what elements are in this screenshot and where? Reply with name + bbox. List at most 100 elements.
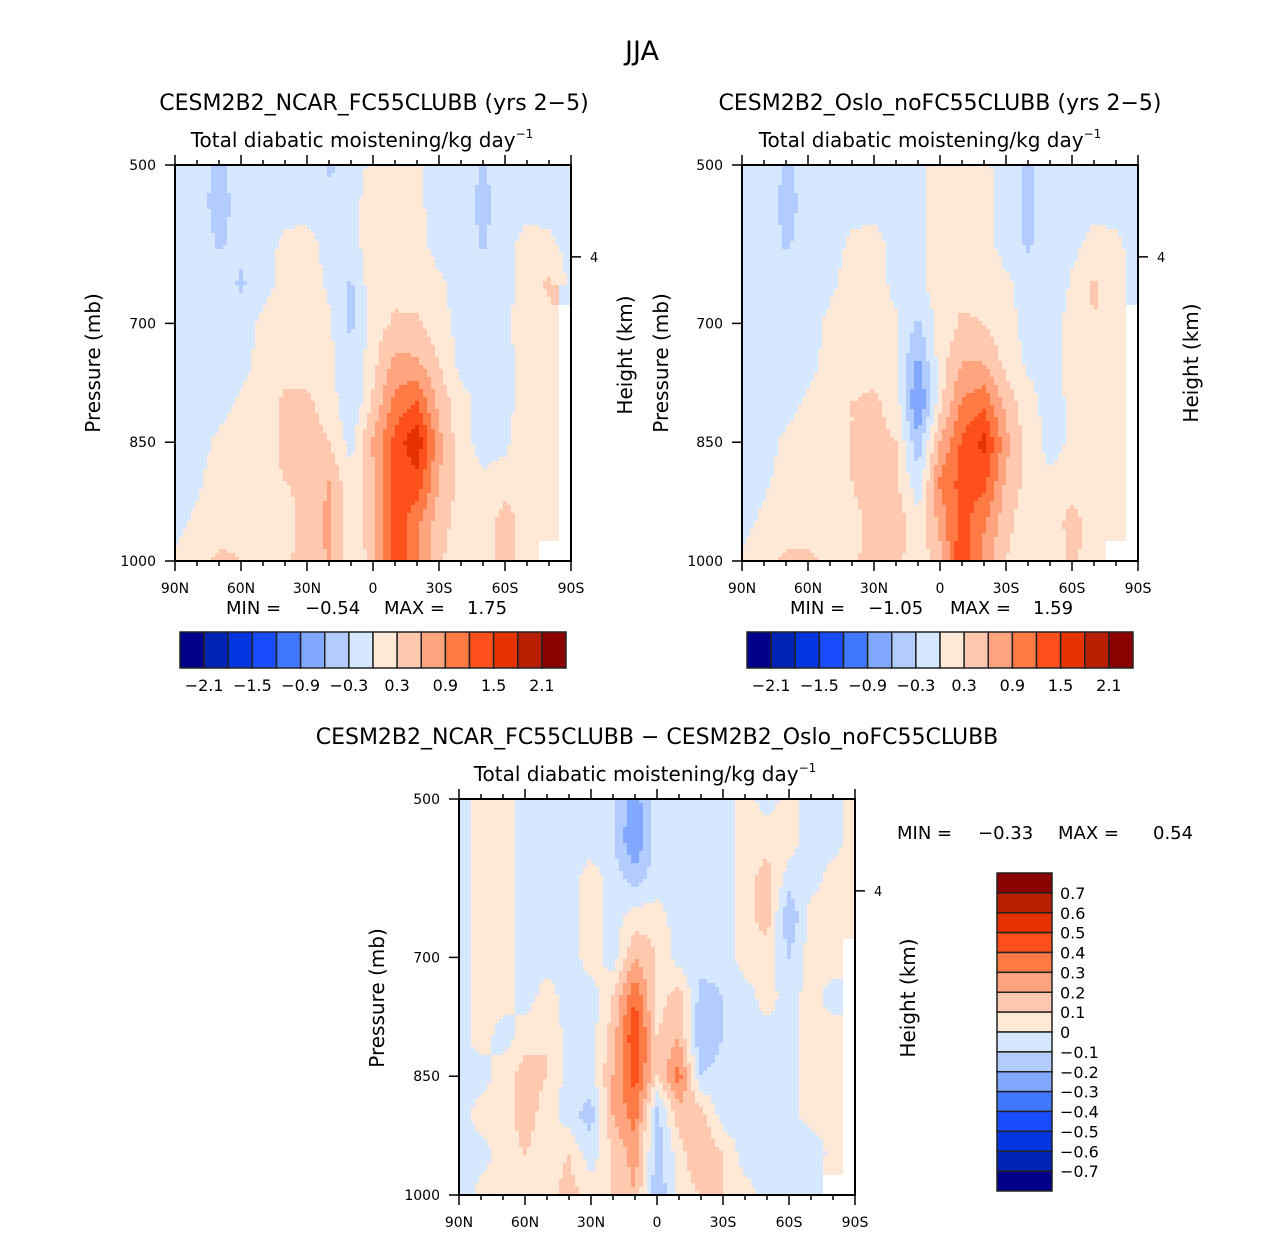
contour-cell [307, 205, 311, 209]
contour-cell [535, 253, 539, 257]
contour-cell [275, 281, 279, 285]
contour-cell [387, 185, 391, 189]
contour-cell [515, 297, 519, 301]
contour-cell [323, 185, 327, 189]
contour-cell [303, 261, 307, 265]
contour-cell [347, 217, 351, 221]
contour-cell [187, 365, 191, 369]
contour-cell [247, 329, 251, 333]
contour-cell [343, 181, 347, 185]
contour-cell [507, 357, 511, 361]
contour-cell [311, 305, 315, 309]
contour-cell [391, 317, 395, 321]
contour-cell [487, 281, 491, 285]
contour-cell [507, 289, 511, 293]
contour-cell [439, 265, 443, 269]
contour-cell [195, 289, 199, 293]
contour-cell [467, 273, 471, 277]
contour-cell [343, 213, 347, 217]
contour-cell [439, 177, 443, 181]
contour-cell [251, 349, 255, 353]
contour-cell [183, 277, 187, 281]
contour-cell [255, 249, 259, 253]
contour-cell [495, 309, 499, 313]
contour-cell [423, 225, 427, 229]
contour-cell [311, 217, 315, 221]
contour-cell [331, 269, 335, 273]
contour-cell [535, 281, 539, 285]
contour-cell [235, 321, 239, 325]
contour-cell [479, 313, 483, 317]
contour-cell [475, 285, 479, 289]
contour-cell [507, 293, 511, 297]
contour-cell [407, 165, 411, 169]
contour-cell [499, 293, 503, 297]
contour-cell [287, 233, 291, 237]
contour-cell [179, 293, 183, 297]
contour-cell [435, 213, 439, 217]
contour-cell [379, 241, 383, 245]
contour-cell [439, 333, 443, 337]
contour-cell [443, 233, 447, 237]
contour-cell [299, 357, 303, 361]
contour-cell [195, 301, 199, 305]
contour-cell [323, 189, 327, 193]
contour-cell [339, 305, 343, 309]
contour-cell [447, 293, 451, 297]
contour-cell [563, 209, 567, 213]
contour-cell [543, 357, 547, 361]
contour-cell [487, 197, 491, 201]
contour-cell [307, 257, 311, 261]
contour-cell [279, 293, 283, 297]
contour-cell [543, 277, 547, 281]
contour-cell [267, 165, 271, 169]
contour-cell [259, 281, 263, 285]
contour-cell [419, 217, 423, 221]
contour-cell [279, 241, 283, 245]
contour-cell [559, 213, 563, 217]
contour-cell [283, 269, 287, 273]
contour-cell [443, 169, 447, 173]
contour-cell [359, 289, 363, 293]
contour-cell [323, 265, 327, 269]
contour-cell [267, 285, 271, 289]
contour-cell [291, 181, 295, 185]
contour-cell [415, 245, 419, 249]
contour-cell [363, 181, 367, 185]
contour-cell [175, 173, 179, 177]
contour-cell [227, 241, 231, 245]
contour-cell [419, 329, 423, 333]
contour-cell [339, 361, 343, 365]
contour-cell [523, 349, 527, 353]
contour-cell [459, 221, 463, 225]
contour-cell [307, 237, 311, 241]
contour-cell [539, 273, 543, 277]
contour-cell [223, 301, 227, 305]
contour-cell [371, 193, 375, 197]
contour-cell [435, 205, 439, 209]
contour-cell [231, 249, 235, 253]
contour-cell [183, 301, 187, 305]
contour-cell [299, 313, 303, 317]
contour-cell [463, 297, 467, 301]
contour-cell [251, 273, 255, 277]
contour-cell [271, 213, 275, 217]
contour-cell [499, 317, 503, 321]
contour-cell [211, 313, 215, 317]
contour-cell [267, 181, 271, 185]
contour-cell [455, 233, 459, 237]
contour-cell [271, 325, 275, 329]
contour-cell [255, 261, 259, 265]
contour-cell [479, 325, 483, 329]
contour-cell [443, 333, 447, 337]
contour-cell [247, 233, 251, 237]
contour-cell [403, 357, 407, 361]
contour-cell [215, 233, 219, 237]
contour-cell [215, 181, 219, 185]
contour-cell [407, 185, 411, 189]
contour-cell [371, 269, 375, 273]
contour-cell [363, 345, 367, 349]
contour-cell [283, 341, 287, 345]
contour-cell [427, 341, 431, 345]
contour-cell [339, 321, 343, 325]
